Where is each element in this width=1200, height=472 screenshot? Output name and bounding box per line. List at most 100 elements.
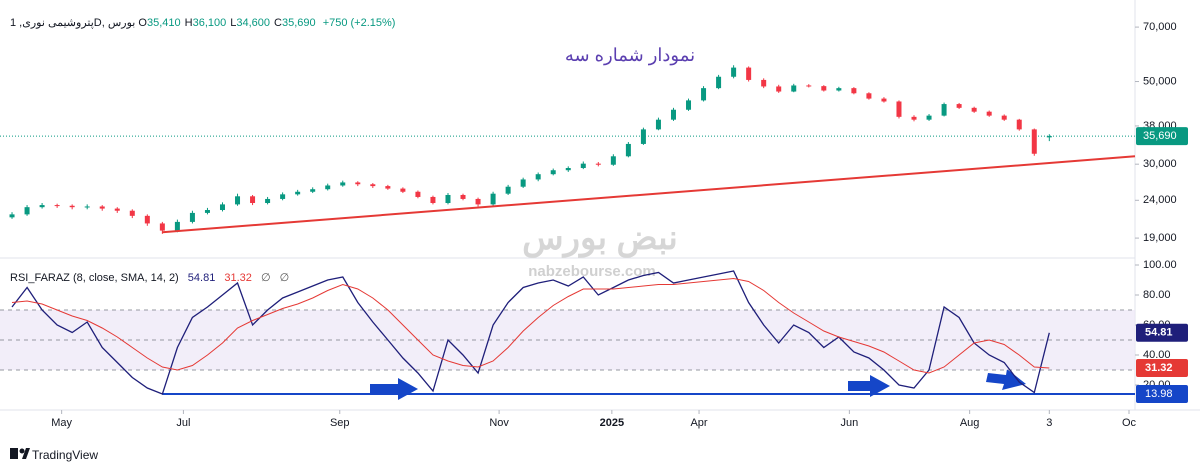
watermark-brand: نبض بورس: [522, 219, 678, 258]
x-tick-label: Oc: [1122, 417, 1137, 429]
candle-body: [971, 107, 977, 112]
candle-body: [866, 93, 872, 99]
candle-body: [731, 67, 737, 77]
candle-body: [881, 98, 887, 102]
plot-layer: 19,00024,00030,00038,00050,00070,00020.0…: [0, 21, 1188, 429]
candle-body: [385, 186, 391, 189]
candle-body: [926, 115, 932, 120]
candle-body: [806, 85, 812, 87]
candle-body: [896, 101, 902, 117]
x-tick-label: Jul: [176, 417, 190, 429]
field-value: 36,100: [192, 17, 227, 29]
candle-body: [39, 205, 45, 208]
x-tick-label: Sep: [330, 417, 350, 429]
candle-body: [1031, 129, 1037, 154]
candle-body: [851, 88, 857, 94]
candle-body: [610, 156, 616, 165]
candle-body: [235, 196, 241, 205]
candle-body: [114, 208, 120, 211]
rsi-title: RSI_FARAZ (8, close, SMA, 14, 2): [10, 272, 179, 284]
ohlc: O35,410 H36,100 L34,600 C35,690: [138, 17, 319, 29]
symbol: پتروشیمی نوری, 1D, بورس: [10, 17, 136, 29]
last-price-box: [1136, 127, 1188, 146]
candle-body: [174, 221, 180, 231]
watermark-domain: nabzebourse.com: [528, 263, 656, 280]
candle-body: [1001, 115, 1007, 120]
candle-body: [295, 191, 301, 195]
candle-body: [159, 223, 165, 231]
field-label: O: [138, 17, 147, 29]
y-tick-label: 80.00: [1143, 289, 1171, 301]
x-tick-label: Apr: [690, 417, 707, 429]
candle-body: [250, 196, 256, 204]
support-box: [1136, 385, 1188, 404]
candle-body: [625, 143, 631, 157]
candle-body: [716, 76, 722, 89]
candle-body: [310, 189, 316, 192]
last-value-box: [1136, 323, 1188, 342]
candle-body: [265, 198, 271, 204]
logo-shape: [22, 448, 30, 459]
candle-body: [761, 79, 767, 87]
candle-body: [9, 214, 15, 218]
y-tick-label: 50,000: [1143, 75, 1177, 87]
candle-body: [791, 85, 797, 92]
field-label: H: [184, 17, 193, 29]
candle-body: [836, 88, 842, 91]
candle-body: [460, 194, 466, 199]
x-tick-label: May: [51, 417, 72, 429]
candle-body: [595, 163, 601, 165]
candle-body: [475, 198, 481, 205]
arrow: [986, 369, 1026, 390]
candle-body: [129, 210, 135, 216]
candle-body: [505, 186, 511, 194]
candle-body: [415, 191, 421, 197]
candle-body: [355, 182, 361, 185]
support-label: 13.98: [1145, 388, 1173, 400]
candle-body: [701, 88, 707, 101]
field-value: 34,600: [236, 17, 271, 29]
y-tick-label: 40.00: [1143, 349, 1171, 361]
candle-body: [370, 184, 376, 187]
legend-extra: ∅: [260, 272, 271, 284]
candle-body: [84, 206, 90, 208]
y-tick-label: 19,000: [1143, 232, 1177, 244]
x-tick-label: 3: [1046, 417, 1052, 429]
sma-value: 31.32: [224, 272, 252, 284]
symbol-header: پتروشیمی نوری, 1D, بورس O35,410 H36,100 L3…: [10, 16, 399, 29]
candle-body: [550, 170, 556, 175]
arrow: [848, 375, 890, 397]
rsi-line: [11, 270, 1050, 395]
logo-shape: [10, 448, 18, 459]
candle-body: [54, 205, 60, 207]
candle-body: [520, 179, 526, 187]
x-tick-label: Nov: [489, 417, 509, 429]
candle-body: [325, 185, 331, 190]
last-value-label: 31.32: [1145, 362, 1173, 374]
field-value: 35,690: [281, 17, 316, 29]
candle-body: [686, 100, 692, 110]
rsi-legend: RSI_FARAZ (8, close, SMA, 14, 2) 54.81 3…: [10, 271, 295, 284]
y-tick-label: 70,000: [1143, 21, 1177, 33]
x-tick-label: 2025: [600, 417, 624, 429]
y-tick-label: 100.00: [1143, 259, 1177, 271]
candle-body: [99, 206, 105, 209]
candle-body: [1016, 119, 1022, 130]
candle-body: [430, 196, 436, 204]
legend-extra: ∅: [279, 272, 290, 284]
tradingview-logo: [10, 448, 30, 459]
y-tick-label: 30,000: [1143, 158, 1177, 170]
y-tick-label: 24,000: [1143, 194, 1177, 206]
candle-body: [204, 210, 210, 213]
candle-body: [776, 86, 782, 92]
last-value-label: 54.81: [1145, 327, 1173, 339]
candle-body: [1046, 136, 1052, 138]
candle-body: [400, 188, 406, 192]
candle-body: [490, 193, 496, 205]
candle-body: [340, 182, 346, 186]
candle-body: [670, 109, 676, 120]
candle-body: [445, 194, 451, 204]
last-price-label: 35,690: [1143, 130, 1177, 142]
